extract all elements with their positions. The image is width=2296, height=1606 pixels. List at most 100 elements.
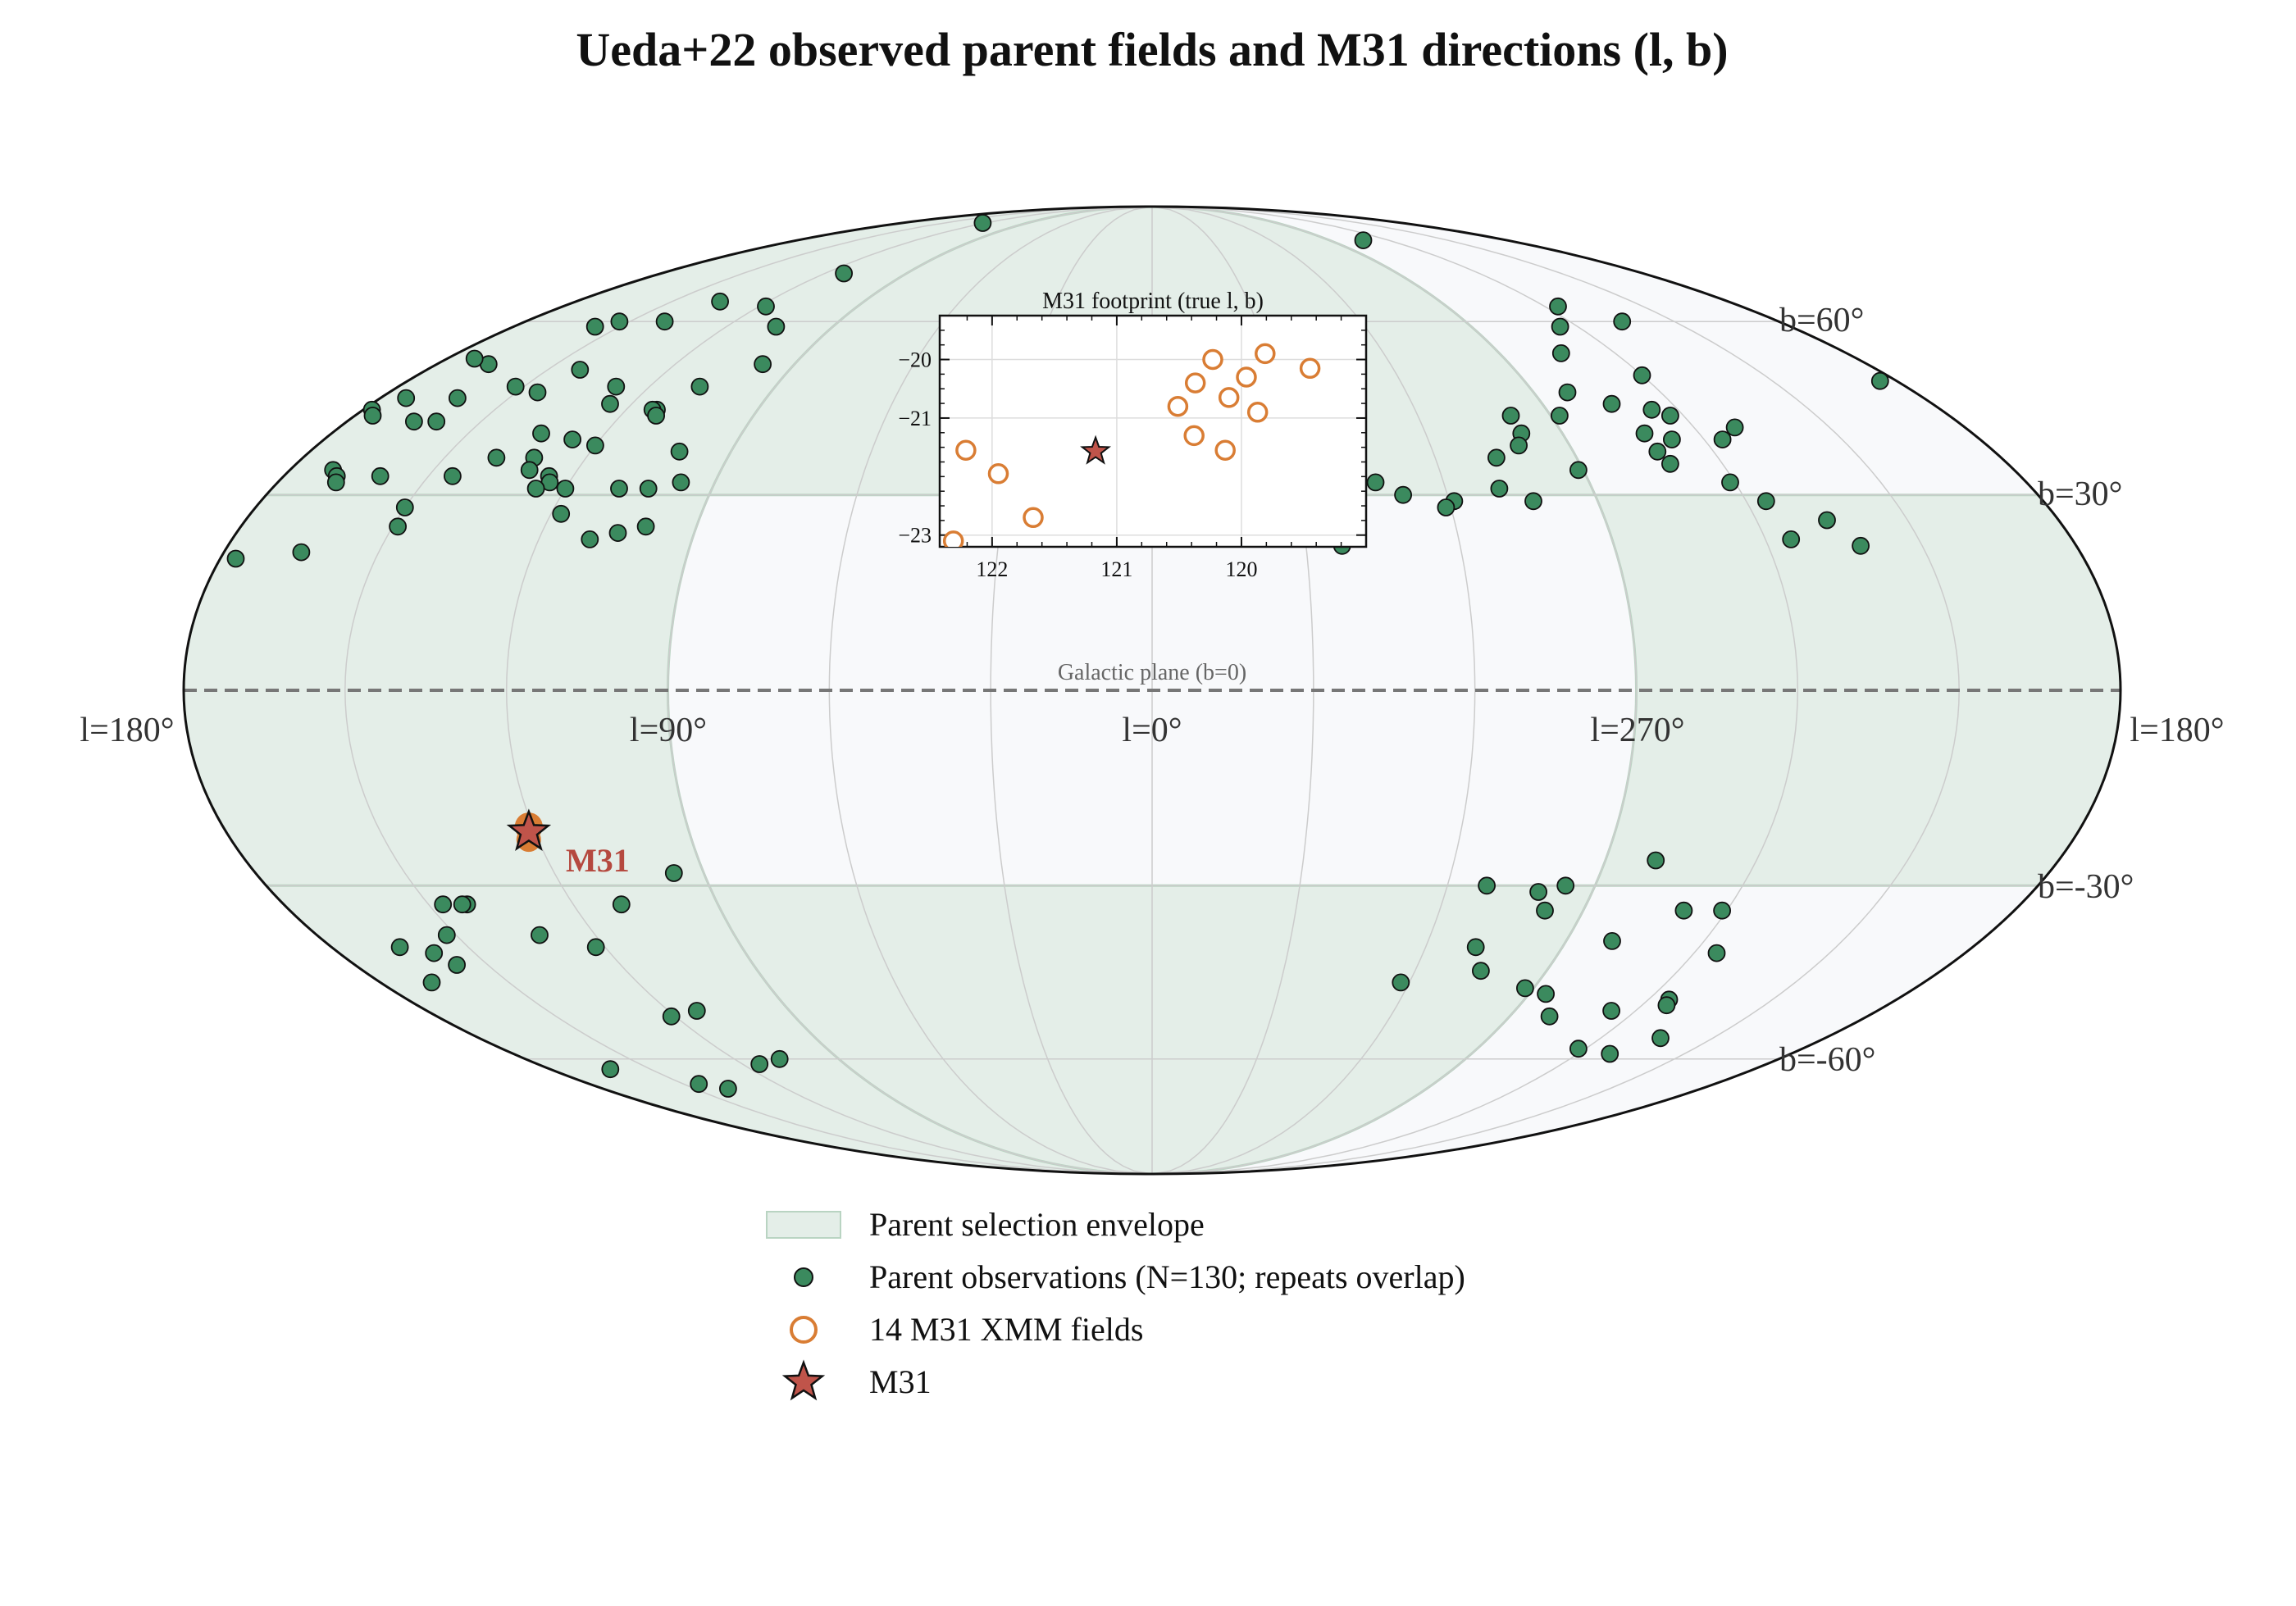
inset-y-tick-label: −20 xyxy=(898,348,932,372)
parent-observation-point xyxy=(563,430,581,448)
parent-observation-point xyxy=(292,543,311,562)
parent-observation-point xyxy=(437,926,456,944)
parent-observation-point xyxy=(601,1060,620,1079)
inset-x-tick-label: 122 xyxy=(976,557,1008,581)
parent-observation-point xyxy=(363,407,382,425)
m31-star-icon xyxy=(506,808,552,851)
parent-observation-point xyxy=(750,1055,769,1073)
parent-observation-point xyxy=(1756,492,1775,511)
parent-observation-point xyxy=(1651,1029,1670,1048)
inset-m31-field-ring xyxy=(955,439,977,461)
inset-title: M31 footprint (true l, b) xyxy=(1042,289,1264,314)
parent-observation-point xyxy=(672,473,690,492)
parent-observation-point xyxy=(1549,297,1567,316)
legend-label: Parent observations (N=130; repeats over… xyxy=(869,1258,1465,1295)
parent-observation-point xyxy=(1366,473,1385,492)
inset-y-tick-label: −23 xyxy=(898,524,932,548)
parent-observation-point xyxy=(427,412,446,431)
parent-observation-point xyxy=(1551,407,1569,425)
parent-observation-point xyxy=(371,466,390,485)
parent-observation-point xyxy=(1569,461,1588,480)
y-tick-label: b=60° xyxy=(1779,302,1864,339)
parent-observation-point xyxy=(581,530,599,548)
parent-observation-point xyxy=(1529,883,1547,901)
inset-frame xyxy=(938,314,1368,548)
parent-observation-point xyxy=(1516,979,1534,998)
parent-observation-point xyxy=(670,442,689,461)
parent-observation-point xyxy=(1569,1040,1588,1058)
parent-observation-point xyxy=(448,956,466,974)
parent-observation-point xyxy=(1721,473,1739,492)
parent-observations-series xyxy=(226,214,1889,1098)
parent-observation-point xyxy=(1354,231,1373,250)
parent-observation-point xyxy=(1510,436,1528,455)
m31-map-label: M31 xyxy=(566,842,630,879)
parent-observation-point xyxy=(664,864,683,882)
parent-observation-point xyxy=(1501,407,1520,425)
legend-green-dot-icon xyxy=(794,1267,813,1287)
parent-observation-point xyxy=(1633,366,1651,384)
inset-m31-field-ring xyxy=(1214,439,1236,461)
parent-observation-point xyxy=(449,389,467,407)
legend-orange-ring-icon xyxy=(790,1316,818,1344)
parent-observation-point xyxy=(1556,876,1575,895)
grid-meridian xyxy=(1151,207,1638,1174)
parent-observation-point xyxy=(1674,901,1693,920)
inset-m31-field-ring xyxy=(1236,366,1257,388)
parent-observation-point xyxy=(1852,536,1870,555)
parent-observation-point xyxy=(1524,492,1542,511)
parent-observation-point xyxy=(1635,424,1654,443)
inset-m31-field-ring xyxy=(1202,348,1223,371)
parent-observation-point xyxy=(389,517,408,536)
inset-ticks: 122 121 120 −20 −21 −23 xyxy=(898,316,1366,581)
parent-observation-point xyxy=(1648,442,1667,461)
inset-m31-star-icon xyxy=(1080,434,1111,465)
inset-m31-field-ring xyxy=(1218,387,1240,408)
parent-observation-point xyxy=(397,389,416,407)
parent-observation-point xyxy=(1536,901,1554,920)
y-tick-label: b=30° xyxy=(2038,475,2122,513)
parent-observation-point xyxy=(586,436,604,455)
inset-m31-field-ring xyxy=(1167,395,1189,417)
parent-observation-point xyxy=(1478,876,1496,895)
galactic-plane-label: Galactic plane (b=0) xyxy=(1058,660,1246,685)
parent-observation-point xyxy=(1466,938,1485,957)
parent-observation-point xyxy=(1663,430,1681,448)
m31-map-marker xyxy=(506,808,552,853)
parent-observation-point xyxy=(453,895,472,914)
parent-observation-point xyxy=(1392,973,1410,992)
parent-observation-point xyxy=(1437,498,1456,516)
parent-observation-point xyxy=(1661,454,1679,473)
parent-observation-point xyxy=(610,480,628,498)
inset-m31-field-ring xyxy=(1023,507,1044,529)
parent-observation-point xyxy=(690,377,709,396)
grid-meridian xyxy=(505,207,1153,1174)
y-tick-label: b=-60° xyxy=(1779,1041,1875,1079)
inset-x-tick-label: 120 xyxy=(1225,557,1257,581)
parent-observation-point xyxy=(531,926,549,944)
parent-observation-point xyxy=(425,944,444,962)
inset-m31-field-ring xyxy=(1255,343,1276,365)
parent-observation-point xyxy=(1603,932,1621,950)
parent-observation-point xyxy=(1551,343,1570,362)
x-tick-label: l=270° xyxy=(1590,712,1684,749)
parent-observation-point xyxy=(1613,312,1632,331)
parent-observation-point xyxy=(526,480,545,498)
x-tick-label: l=180° xyxy=(80,712,174,749)
x-tick-label: l=180° xyxy=(2130,712,2224,749)
parent-observation-point xyxy=(1713,430,1732,448)
parent-observation-point xyxy=(655,312,674,331)
parent-observation-point xyxy=(754,355,772,374)
inset-y-tick-label: −21 xyxy=(898,407,932,430)
parent-observation-point xyxy=(612,895,631,914)
parent-observation-point xyxy=(1725,418,1744,437)
map-border xyxy=(182,205,2122,1176)
parent-observation-point xyxy=(1537,985,1555,1003)
parent-observation-point xyxy=(395,498,414,516)
parent-observation-point xyxy=(1602,394,1621,413)
parent-observation-point xyxy=(1707,944,1726,962)
parent-observation-point xyxy=(1870,371,1889,390)
legend: Parent selection envelope Parent observa… xyxy=(766,1206,1465,1401)
x-tick-label: l=90° xyxy=(630,712,707,749)
